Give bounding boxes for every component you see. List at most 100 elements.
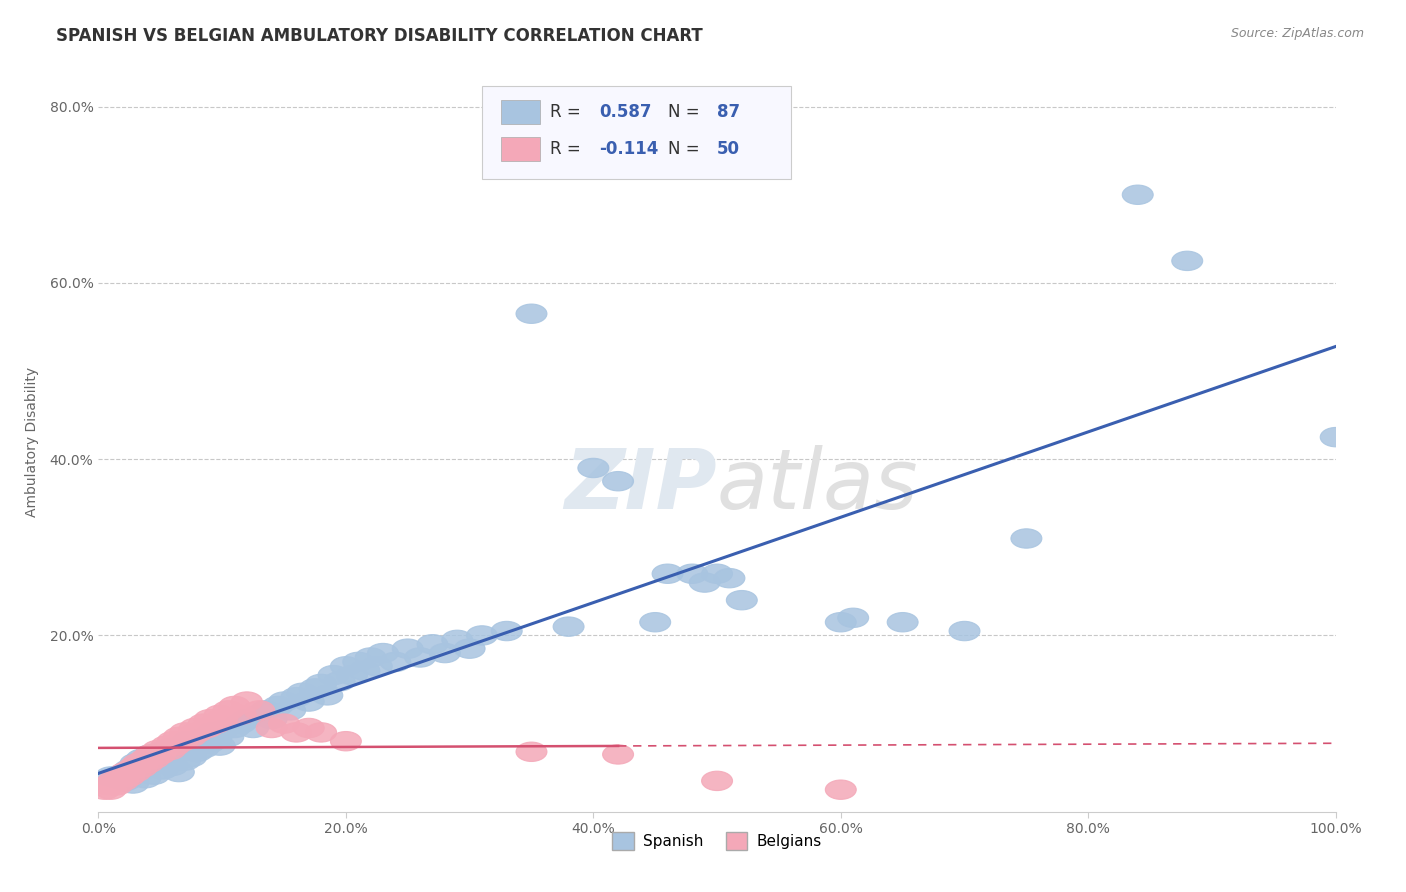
Ellipse shape	[516, 742, 547, 762]
Ellipse shape	[305, 674, 336, 694]
Ellipse shape	[122, 754, 153, 773]
Ellipse shape	[181, 742, 212, 762]
Y-axis label: Ambulatory Disability: Ambulatory Disability	[24, 367, 38, 516]
Ellipse shape	[142, 754, 173, 773]
Ellipse shape	[160, 736, 191, 756]
Ellipse shape	[294, 692, 325, 711]
Ellipse shape	[243, 701, 274, 720]
FancyBboxPatch shape	[482, 87, 792, 178]
Ellipse shape	[405, 648, 436, 667]
Ellipse shape	[148, 760, 179, 779]
Ellipse shape	[232, 692, 263, 711]
Ellipse shape	[380, 652, 411, 672]
Ellipse shape	[676, 564, 707, 583]
Ellipse shape	[603, 472, 634, 491]
Ellipse shape	[825, 613, 856, 632]
Ellipse shape	[553, 617, 583, 636]
Ellipse shape	[281, 723, 312, 742]
Ellipse shape	[98, 772, 129, 790]
Text: SPANISH VS BELGIAN AMBULATORY DISABILITY CORRELATION CHART: SPANISH VS BELGIAN AMBULATORY DISABILITY…	[56, 27, 703, 45]
Ellipse shape	[110, 763, 141, 781]
Ellipse shape	[142, 740, 173, 760]
Ellipse shape	[256, 709, 287, 729]
Ellipse shape	[392, 639, 423, 658]
Ellipse shape	[188, 739, 219, 758]
Ellipse shape	[101, 769, 132, 788]
Ellipse shape	[207, 709, 238, 729]
Ellipse shape	[201, 714, 232, 733]
Ellipse shape	[180, 718, 211, 738]
Ellipse shape	[429, 643, 460, 663]
Ellipse shape	[160, 745, 191, 764]
Ellipse shape	[219, 718, 250, 738]
Ellipse shape	[191, 718, 222, 738]
Ellipse shape	[361, 657, 392, 676]
Text: ZIP: ZIP	[564, 445, 717, 526]
Ellipse shape	[129, 749, 160, 769]
Ellipse shape	[157, 756, 188, 775]
FancyBboxPatch shape	[501, 100, 540, 124]
Ellipse shape	[838, 608, 869, 627]
Ellipse shape	[129, 769, 160, 788]
Ellipse shape	[702, 564, 733, 583]
Text: 0.587: 0.587	[599, 103, 652, 121]
Ellipse shape	[108, 772, 139, 790]
Ellipse shape	[204, 705, 235, 724]
Ellipse shape	[127, 749, 157, 769]
Ellipse shape	[191, 727, 222, 747]
Ellipse shape	[201, 730, 232, 749]
Ellipse shape	[516, 304, 547, 324]
Ellipse shape	[155, 739, 186, 758]
Ellipse shape	[194, 709, 225, 729]
Ellipse shape	[825, 780, 856, 799]
Ellipse shape	[188, 714, 219, 733]
Ellipse shape	[232, 709, 263, 729]
Ellipse shape	[155, 740, 186, 760]
Ellipse shape	[263, 697, 294, 715]
Ellipse shape	[578, 458, 609, 478]
Text: Source: ZipAtlas.com: Source: ZipAtlas.com	[1230, 27, 1364, 40]
Ellipse shape	[118, 758, 149, 777]
Ellipse shape	[105, 765, 136, 784]
Ellipse shape	[96, 767, 127, 786]
Ellipse shape	[287, 683, 318, 702]
Ellipse shape	[207, 721, 238, 740]
Ellipse shape	[197, 723, 228, 742]
Text: N =: N =	[668, 103, 704, 121]
Ellipse shape	[118, 774, 149, 793]
Ellipse shape	[127, 758, 157, 777]
Ellipse shape	[294, 718, 325, 738]
Ellipse shape	[139, 749, 170, 769]
Ellipse shape	[330, 731, 361, 751]
Text: atlas: atlas	[717, 445, 918, 526]
Ellipse shape	[349, 661, 380, 681]
Ellipse shape	[170, 723, 201, 742]
Ellipse shape	[418, 634, 449, 654]
Ellipse shape	[887, 613, 918, 632]
Ellipse shape	[163, 763, 194, 781]
Text: N =: N =	[668, 140, 704, 158]
Ellipse shape	[114, 760, 145, 779]
Ellipse shape	[120, 763, 150, 781]
Ellipse shape	[330, 657, 361, 676]
Ellipse shape	[250, 701, 281, 720]
Text: -0.114: -0.114	[599, 140, 659, 158]
Ellipse shape	[689, 573, 720, 592]
Ellipse shape	[299, 679, 330, 698]
Text: R =: R =	[550, 103, 586, 121]
Ellipse shape	[325, 672, 356, 691]
Ellipse shape	[652, 564, 683, 583]
Ellipse shape	[135, 745, 166, 764]
Text: 50: 50	[717, 140, 740, 158]
Ellipse shape	[454, 639, 485, 658]
Ellipse shape	[176, 747, 207, 767]
FancyBboxPatch shape	[501, 137, 540, 161]
Ellipse shape	[441, 630, 472, 649]
Ellipse shape	[714, 568, 745, 588]
Ellipse shape	[105, 767, 136, 786]
Ellipse shape	[194, 733, 225, 753]
Ellipse shape	[96, 780, 127, 799]
Ellipse shape	[124, 763, 155, 781]
Ellipse shape	[243, 705, 274, 724]
Ellipse shape	[150, 736, 181, 756]
